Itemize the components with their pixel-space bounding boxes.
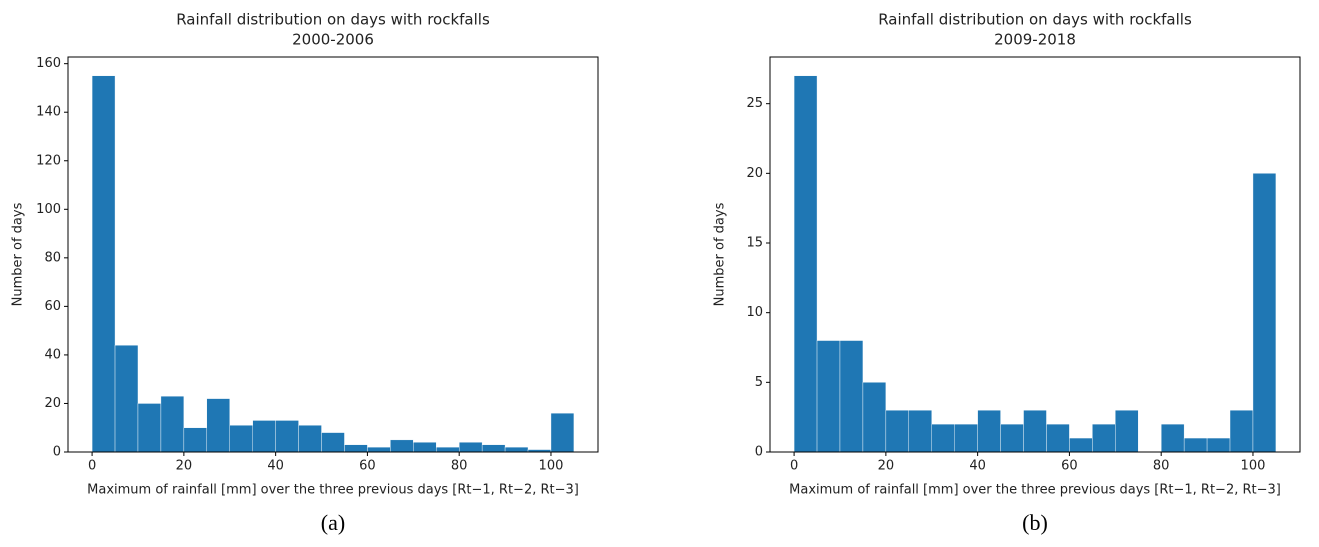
bar bbox=[885, 410, 910, 453]
bar bbox=[1000, 423, 1024, 453]
chart-panel: Rainfall distribution on days with rockf… bbox=[713, 11, 1301, 535]
bar bbox=[1069, 437, 1093, 453]
bar bbox=[183, 427, 208, 453]
x-tick-label: 40 bbox=[267, 459, 284, 474]
bar bbox=[229, 425, 253, 453]
bar bbox=[504, 446, 529, 453]
x-tick-label: 60 bbox=[359, 459, 376, 474]
chart-subtitle: 2000-2006 bbox=[292, 31, 374, 49]
bar bbox=[1206, 437, 1231, 453]
y-tick-label: 160 bbox=[36, 56, 61, 71]
bar bbox=[954, 423, 978, 453]
bar bbox=[436, 446, 460, 453]
plot-frame bbox=[67, 56, 599, 453]
y-tick-label: 40 bbox=[44, 347, 61, 362]
x-tick-label: 100 bbox=[539, 459, 564, 474]
chart-panel: Rainfall distribution on days with rockf… bbox=[11, 11, 599, 535]
bar bbox=[298, 425, 322, 453]
y-axis-label: Number of days bbox=[713, 202, 728, 306]
bar bbox=[1115, 410, 1139, 453]
y-tick-label: 0 bbox=[755, 445, 763, 460]
y-tick-label: 80 bbox=[44, 250, 61, 265]
y-axis-label: Number of days bbox=[11, 202, 26, 306]
bar bbox=[1046, 423, 1070, 453]
bar bbox=[1183, 437, 1208, 453]
y-tick-label: 10 bbox=[746, 305, 763, 320]
bar bbox=[206, 398, 230, 453]
y-tick-label: 140 bbox=[36, 105, 61, 120]
y-tick-label: 0 bbox=[53, 445, 61, 460]
y-tick-label: 120 bbox=[36, 153, 61, 168]
bar bbox=[390, 439, 414, 453]
panel-label: (a) bbox=[321, 510, 345, 535]
x-tick-label: 40 bbox=[969, 459, 986, 474]
bar bbox=[275, 420, 299, 453]
bar bbox=[1092, 423, 1116, 453]
panel-label: (b) bbox=[1022, 510, 1048, 535]
bar bbox=[1252, 173, 1277, 453]
bar bbox=[321, 432, 345, 453]
bar bbox=[816, 340, 841, 453]
bar bbox=[862, 382, 887, 453]
bar bbox=[977, 410, 1001, 453]
bar bbox=[114, 345, 139, 453]
y-tick-label: 20 bbox=[44, 396, 61, 411]
chart-title: Rainfall distribution on days with rockf… bbox=[176, 11, 490, 29]
bar bbox=[252, 420, 276, 453]
plot-frame bbox=[769, 56, 1301, 453]
x-tick-label: 60 bbox=[1061, 459, 1078, 474]
x-tick-label: 20 bbox=[176, 459, 193, 474]
y-tick-label: 60 bbox=[44, 299, 61, 314]
y-tick-label: 20 bbox=[746, 166, 763, 181]
bar bbox=[908, 410, 932, 453]
bar bbox=[91, 75, 116, 453]
x-tick-label: 0 bbox=[88, 459, 96, 474]
chart-subtitle: 2009-2018 bbox=[994, 31, 1076, 49]
bar bbox=[160, 395, 185, 453]
x-axis-label: Maximum of rainfall [mm] over the three … bbox=[789, 483, 1281, 498]
bar bbox=[1023, 410, 1047, 453]
y-tick-label: 15 bbox=[746, 236, 763, 251]
bar bbox=[413, 442, 437, 453]
y-tick-label: 25 bbox=[746, 96, 763, 111]
y-tick-label: 100 bbox=[36, 202, 61, 217]
bar bbox=[344, 444, 368, 453]
bar bbox=[1160, 423, 1185, 453]
bar bbox=[458, 442, 483, 453]
x-tick-label: 80 bbox=[1153, 459, 1170, 474]
x-tick-label: 100 bbox=[1241, 459, 1266, 474]
x-axis-label: Maximum of rainfall [mm] over the three … bbox=[87, 483, 579, 498]
bar bbox=[931, 423, 955, 453]
bar bbox=[1229, 410, 1254, 453]
bar bbox=[367, 446, 391, 453]
bar bbox=[793, 75, 818, 453]
bar bbox=[137, 403, 162, 453]
y-tick-label: 5 bbox=[755, 375, 763, 390]
x-tick-label: 80 bbox=[451, 459, 468, 474]
chart-title: Rainfall distribution on days with rockf… bbox=[878, 11, 1192, 29]
bar bbox=[839, 340, 864, 453]
x-tick-label: 0 bbox=[790, 459, 798, 474]
x-tick-label: 20 bbox=[878, 459, 895, 474]
bar bbox=[550, 412, 575, 453]
bar bbox=[481, 444, 506, 453]
